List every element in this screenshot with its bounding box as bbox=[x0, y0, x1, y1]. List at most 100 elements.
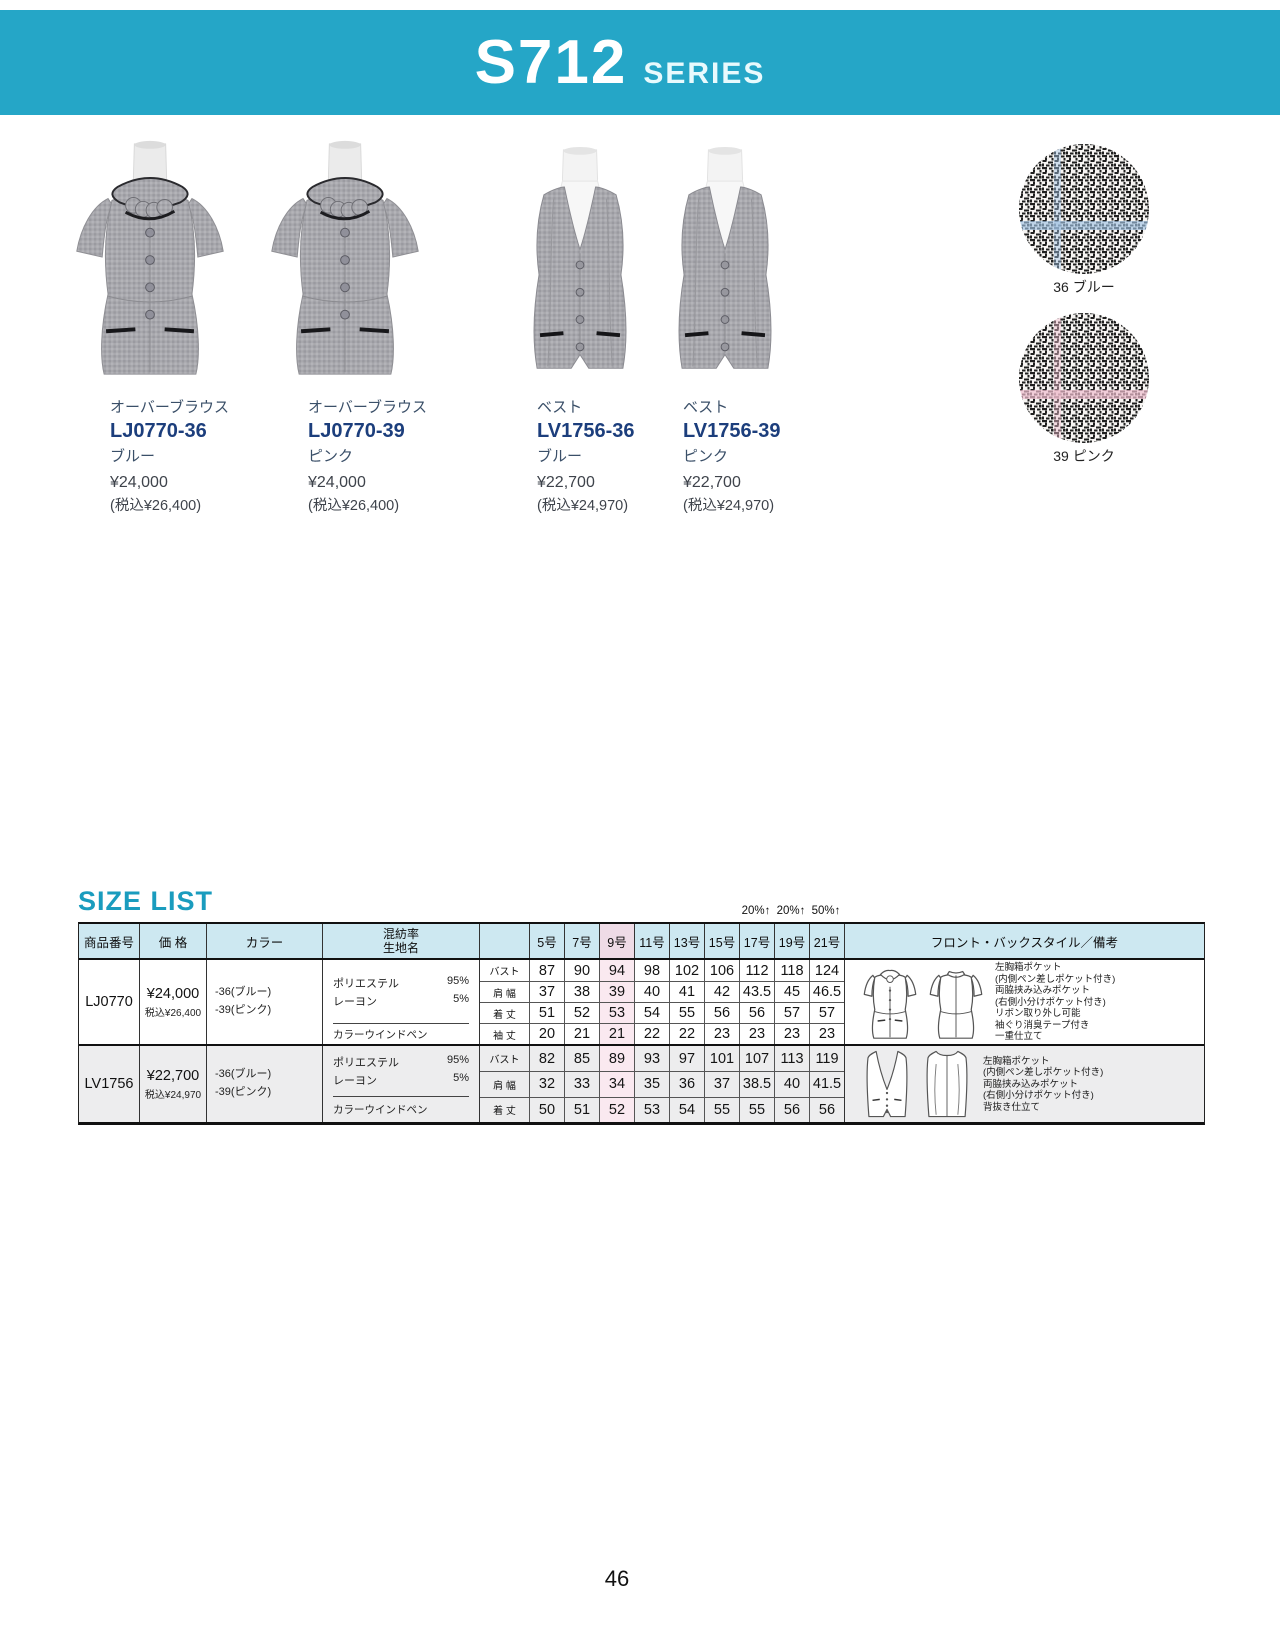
header-fabric: 混紡率 生地名 bbox=[322, 924, 479, 958]
size-value: 23 bbox=[774, 1024, 809, 1044]
blouse-back-sketch-icon bbox=[929, 970, 983, 1039]
size-value: 107 bbox=[739, 1046, 774, 1072]
measurement-values: 37 38 39 40 41 42 43.5 45 46.5 bbox=[529, 982, 844, 1002]
product-color: ピンク bbox=[683, 448, 729, 465]
product-tax-price: (税込¥24,970) bbox=[683, 498, 775, 514]
product-type: ベスト bbox=[537, 399, 583, 416]
product-code: LV1756-39 bbox=[683, 420, 781, 442]
note-line: 両脇挟み込みポケット bbox=[983, 1078, 1079, 1090]
product-photo-lv1756-36 bbox=[533, 146, 627, 369]
size-value: 43.5 bbox=[739, 982, 774, 1002]
size-value: 124 bbox=[809, 960, 844, 981]
front-back-style-sketch bbox=[861, 1046, 973, 1122]
size-value: 35 bbox=[634, 1072, 669, 1097]
size-value: 40 bbox=[634, 982, 669, 1002]
product-label-lv1756-39: ベスト LV1756-39 ピンク ¥22,700 (税込¥24,970) bbox=[683, 396, 858, 515]
size-list-title: SIZE LIST bbox=[78, 886, 214, 916]
table-row-lv1756: LV1756 ¥22,700 税込¥24,970 -36(ブルー) -39(ピンク… bbox=[79, 1044, 1204, 1122]
measurement-row-shoulder: 肩 幅 32 33 34 35 36 37 38.5 40 41.5 bbox=[480, 1071, 844, 1097]
measurement-label: バスト bbox=[489, 967, 520, 978]
size-value: 52 bbox=[599, 1097, 634, 1122]
product-code: LJ0770-36 bbox=[110, 420, 207, 442]
header-measure-spacer bbox=[479, 924, 529, 958]
fabric-component-name: レーヨン bbox=[333, 995, 377, 1008]
measurement-label: 着 丈 bbox=[493, 1009, 516, 1021]
fabric-name: カラーウインドペン bbox=[333, 1096, 469, 1122]
product-label-lj0770-36: オーバーブラウス LJ0770-36 ブルー ¥24,000 (税込¥26,40… bbox=[110, 396, 285, 515]
size-value: 51 bbox=[529, 1003, 564, 1023]
measurement-values: 20 21 21 22 22 23 23 23 23 bbox=[529, 1024, 844, 1044]
size-value: 53 bbox=[634, 1097, 669, 1122]
size-value: 45 bbox=[774, 982, 809, 1002]
size-value: 21 bbox=[564, 1024, 599, 1044]
size-value: 23 bbox=[739, 1024, 774, 1044]
size-value: 118 bbox=[774, 960, 809, 981]
color-option: -39(ピンク) bbox=[215, 1004, 272, 1016]
notes-list: 左胸箱ポケット (内側ペン差しポケット付き) 両脇挟み込みポケット (右側小分けポケッ… bbox=[995, 961, 1115, 1043]
size-table-header: 商品番号 価 格 カラー 混紡率 生地名 5号 7号 9号 11号 13号 15号 17号 1… bbox=[79, 924, 1204, 960]
price-main: ¥22,700 bbox=[146, 1067, 200, 1084]
measurement-row-shoulder: 肩 幅 37 38 39 40 41 42 43.5 45 46.5 bbox=[480, 981, 844, 1002]
fabric-name: カラーウインドペン bbox=[333, 1023, 469, 1044]
size-column-headers: 5号 7号 9号 11号 13号 15号 17号 19号 21号 bbox=[529, 924, 844, 958]
size-value: 54 bbox=[669, 1097, 704, 1122]
size-column-header: 9号 bbox=[599, 924, 634, 958]
measurements-lj0770: バスト 87 90 94 98 102 106 112 118 124 肩 幅 37 38 39 40… bbox=[479, 960, 844, 1044]
price-tax: 税込¥24,970 bbox=[144, 1089, 202, 1101]
measurement-row-bust: バスト 82 85 89 93 97 101 107 113 119 bbox=[480, 1046, 844, 1072]
size-column-header: 19号 bbox=[774, 924, 809, 958]
size-value: 32 bbox=[529, 1072, 564, 1097]
measurements-lv1756: バスト 82 85 89 93 97 101 107 113 119 肩 幅 32 33 34 35 3… bbox=[479, 1046, 844, 1122]
size-value: 55 bbox=[669, 1003, 704, 1023]
color-option: -39(ピンク) bbox=[215, 1086, 272, 1098]
size-value: 34 bbox=[599, 1072, 634, 1097]
size-column-header: 13号 bbox=[669, 924, 704, 958]
measurement-label: バスト bbox=[489, 1055, 520, 1067]
product-color: ピンク bbox=[308, 448, 354, 465]
size-value: 55 bbox=[704, 1097, 739, 1122]
size-value: 94 bbox=[599, 960, 634, 981]
header-price: 価 格 bbox=[139, 924, 206, 958]
fabric-cell: ポリエステル 95% レーヨン 5% カラーウインドペン bbox=[322, 1046, 479, 1122]
product-code: LV1756-36 bbox=[537, 420, 635, 442]
size-value: 39 bbox=[599, 982, 634, 1002]
product-price: ¥22,700 bbox=[683, 474, 741, 491]
note-line: (右側小分けポケット付き) bbox=[983, 1090, 1094, 1102]
size-value: 23 bbox=[809, 1024, 844, 1044]
header-notes: フロント・バックスタイル／備考 bbox=[844, 924, 1204, 958]
stretch-note-21: 50%↑ bbox=[811, 905, 841, 917]
note-line: 両脇挟み込みポケット bbox=[995, 985, 1091, 997]
fabric-component-pct: 5% bbox=[453, 992, 469, 1005]
fabric-component-name: ポリエステル bbox=[333, 1057, 399, 1069]
stretch-note-19: 20%↑ bbox=[776, 905, 806, 917]
product-tax-price: (税込¥24,970) bbox=[537, 498, 629, 514]
front-back-style-sketch bbox=[861, 962, 985, 1042]
color-options-cell: -36(ブルー) -39(ピンク) bbox=[206, 960, 322, 1044]
header-color: カラー bbox=[206, 924, 322, 958]
measurement-values: 32 33 34 35 36 37 38.5 40 41.5 bbox=[529, 1072, 844, 1097]
fabric-component: レーヨン 5% bbox=[333, 1072, 469, 1088]
price-main: ¥24,000 bbox=[146, 985, 200, 1002]
measurement-row-length: 着 丈 50 51 52 53 54 55 55 56 56 bbox=[480, 1096, 844, 1122]
fabric-component: ポリエステル 95% bbox=[333, 1054, 469, 1070]
measurement-values: 51 52 53 54 55 56 56 57 57 bbox=[529, 1003, 844, 1023]
size-value: 33 bbox=[564, 1072, 599, 1097]
measurement-label: 袖 丈 bbox=[493, 1030, 516, 1042]
measurement-values: 87 90 94 98 102 106 112 118 124 bbox=[529, 960, 844, 981]
product-price: ¥24,000 bbox=[308, 474, 366, 491]
size-value: 56 bbox=[774, 1097, 809, 1122]
header-fabric-line1: 混紡率 bbox=[382, 926, 419, 941]
product-label-lj0770-39: オーバーブラウス LJ0770-39 ピンク ¥24,000 (税込¥26,40… bbox=[308, 396, 483, 515]
size-value: 90 bbox=[564, 960, 599, 981]
size-column-header: 17号 bbox=[739, 924, 774, 958]
price-cell: ¥22,700 税込¥24,970 bbox=[139, 1046, 206, 1122]
size-column-header: 11号 bbox=[634, 924, 669, 958]
note-line: 袖ぐり消臭テープ付き bbox=[995, 1019, 1090, 1031]
size-value: 46.5 bbox=[809, 982, 844, 1002]
size-value: 93 bbox=[634, 1046, 669, 1072]
product-photo-lv1756-39 bbox=[678, 146, 772, 369]
product-tax-price: (税込¥26,400) bbox=[308, 498, 400, 514]
size-value: 36 bbox=[669, 1072, 704, 1097]
size-value: 52 bbox=[564, 1003, 599, 1023]
